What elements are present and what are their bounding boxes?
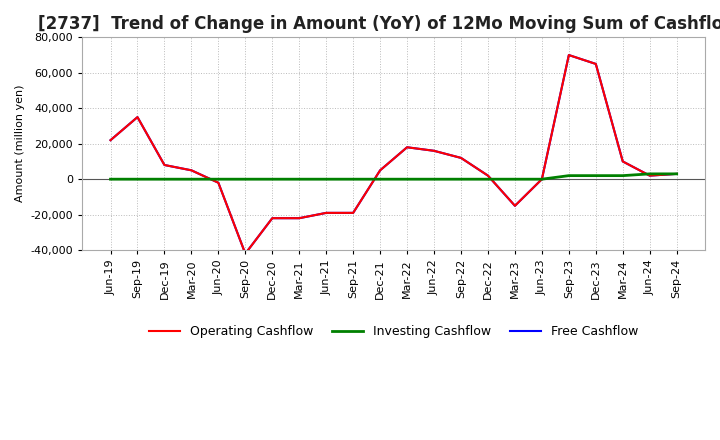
Operating Cashflow [510,203,519,209]
Investing Cashflow [160,176,168,182]
Investing Cashflow [672,171,681,176]
Operating Cashflow [295,216,304,221]
Investing Cashflow [322,176,330,182]
Investing Cashflow [618,173,627,178]
Operating Cashflow [538,176,546,182]
Investing Cashflow [456,176,465,182]
Investing Cashflow [187,176,196,182]
Operating Cashflow [402,145,411,150]
Operating Cashflow [349,210,358,216]
Free Cashflow [268,216,276,221]
Free Cashflow [618,159,627,164]
Investing Cashflow [402,176,411,182]
Investing Cashflow [214,176,222,182]
Free Cashflow [133,114,142,120]
Investing Cashflow [592,173,600,178]
Title: [2737]  Trend of Change in Amount (YoY) of 12Mo Moving Sum of Cashflows: [2737] Trend of Change in Amount (YoY) o… [38,15,720,33]
Operating Cashflow [672,171,681,176]
Free Cashflow [402,145,411,150]
Operating Cashflow [106,138,114,143]
Operating Cashflow [241,251,250,256]
Investing Cashflow [376,176,384,182]
Investing Cashflow [349,176,358,182]
Free Cashflow [484,173,492,178]
Free Cashflow [564,52,573,58]
Free Cashflow [241,251,250,256]
Operating Cashflow [214,180,222,185]
Free Cashflow [214,180,222,185]
Investing Cashflow [510,176,519,182]
Free Cashflow [538,176,546,182]
Investing Cashflow [268,176,276,182]
Operating Cashflow [133,114,142,120]
Operating Cashflow [484,173,492,178]
Operating Cashflow [592,61,600,66]
Free Cashflow [510,203,519,209]
Operating Cashflow [564,52,573,58]
Line: Investing Cashflow: Investing Cashflow [110,174,677,179]
Operating Cashflow [430,148,438,154]
Free Cashflow [376,168,384,173]
Legend: Operating Cashflow, Investing Cashflow, Free Cashflow: Operating Cashflow, Investing Cashflow, … [143,320,644,343]
Investing Cashflow [430,176,438,182]
Investing Cashflow [484,176,492,182]
Free Cashflow [672,171,681,176]
Free Cashflow [645,173,654,178]
Investing Cashflow [564,173,573,178]
Operating Cashflow [376,168,384,173]
Investing Cashflow [241,176,250,182]
Investing Cashflow [133,176,142,182]
Free Cashflow [295,216,304,221]
Free Cashflow [187,168,196,173]
Investing Cashflow [538,176,546,182]
Operating Cashflow [456,155,465,161]
Operating Cashflow [268,216,276,221]
Operating Cashflow [618,159,627,164]
Line: Free Cashflow: Free Cashflow [110,55,677,253]
Investing Cashflow [106,176,114,182]
Free Cashflow [430,148,438,154]
Free Cashflow [322,210,330,216]
Operating Cashflow [187,168,196,173]
Free Cashflow [349,210,358,216]
Operating Cashflow [645,173,654,178]
Operating Cashflow [322,210,330,216]
Operating Cashflow [160,162,168,168]
Line: Operating Cashflow: Operating Cashflow [110,55,677,253]
Y-axis label: Amount (million yen): Amount (million yen) [15,85,25,202]
Free Cashflow [106,138,114,143]
Free Cashflow [592,61,600,66]
Investing Cashflow [645,171,654,176]
Free Cashflow [160,162,168,168]
Investing Cashflow [295,176,304,182]
Free Cashflow [456,155,465,161]
